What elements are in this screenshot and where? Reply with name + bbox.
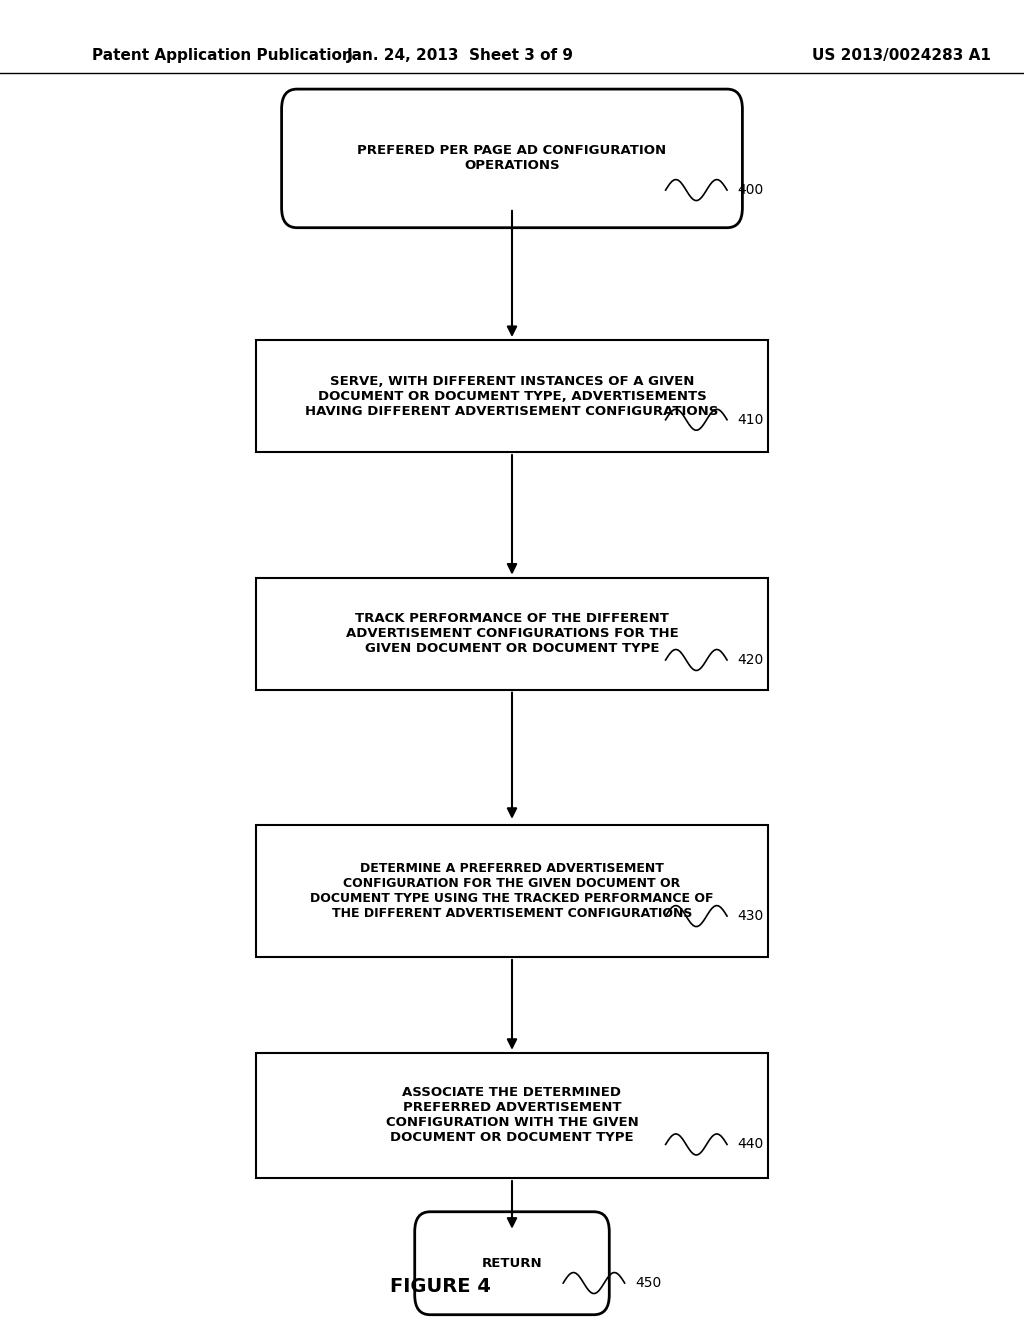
FancyBboxPatch shape <box>415 1212 609 1315</box>
FancyBboxPatch shape <box>282 88 742 227</box>
Text: 440: 440 <box>737 1138 764 1151</box>
FancyBboxPatch shape <box>256 825 768 957</box>
Text: 430: 430 <box>737 909 764 923</box>
FancyBboxPatch shape <box>256 578 768 689</box>
Text: Jan. 24, 2013  Sheet 3 of 9: Jan. 24, 2013 Sheet 3 of 9 <box>347 48 574 63</box>
Text: SERVE, WITH DIFFERENT INSTANCES OF A GIVEN
DOCUMENT OR DOCUMENT TYPE, ADVERTISEM: SERVE, WITH DIFFERENT INSTANCES OF A GIV… <box>305 375 719 417</box>
Text: 420: 420 <box>737 653 764 667</box>
Text: 410: 410 <box>737 413 764 426</box>
Text: DETERMINE A PREFERRED ADVERTISEMENT
CONFIGURATION FOR THE GIVEN DOCUMENT OR
DOCU: DETERMINE A PREFERRED ADVERTISEMENT CONF… <box>310 862 714 920</box>
FancyBboxPatch shape <box>256 341 768 451</box>
Text: US 2013/0024283 A1: US 2013/0024283 A1 <box>812 48 990 63</box>
FancyBboxPatch shape <box>256 1053 768 1177</box>
Text: ASSOCIATE THE DETERMINED
PREFERRED ADVERTISEMENT
CONFIGURATION WITH THE GIVEN
DO: ASSOCIATE THE DETERMINED PREFERRED ADVER… <box>386 1086 638 1144</box>
Text: FIGURE 4: FIGURE 4 <box>390 1278 490 1296</box>
Text: Patent Application Publication: Patent Application Publication <box>92 48 353 63</box>
Text: TRACK PERFORMANCE OF THE DIFFERENT
ADVERTISEMENT CONFIGURATIONS FOR THE
GIVEN DO: TRACK PERFORMANCE OF THE DIFFERENT ADVER… <box>346 612 678 655</box>
Text: PREFERED PER PAGE AD CONFIGURATION
OPERATIONS: PREFERED PER PAGE AD CONFIGURATION OPERA… <box>357 144 667 173</box>
Text: RETURN: RETURN <box>481 1257 543 1270</box>
Text: 450: 450 <box>635 1276 662 1290</box>
Text: 400: 400 <box>737 183 764 197</box>
